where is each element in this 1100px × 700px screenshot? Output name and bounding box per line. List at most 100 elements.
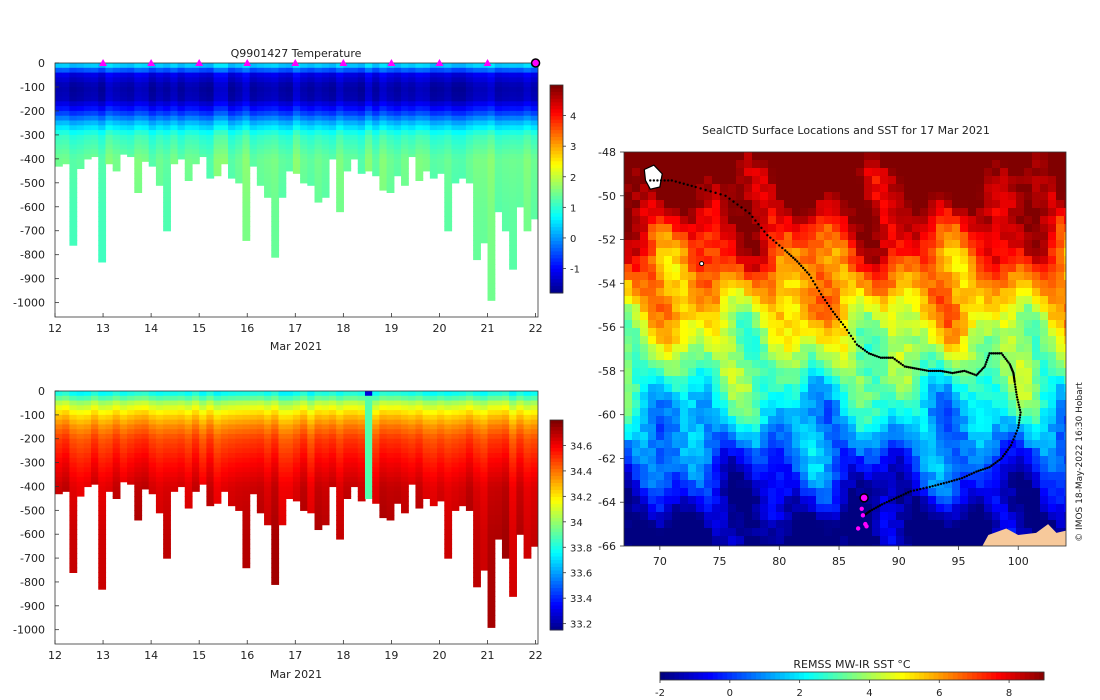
sst-cell [864,272,873,281]
section-cell [184,149,193,155]
section-cell [300,163,308,170]
sst-cell [736,200,745,209]
section-cell [444,414,453,421]
section-cell [105,134,114,141]
section-cell [177,443,186,449]
section-cell [451,410,460,416]
sst-cell [992,256,1001,265]
colorbar-cell [550,275,563,280]
sst-cell [896,152,905,161]
colorbar-cell [550,133,563,138]
sst-cell [792,176,801,185]
section-cell [55,163,63,167]
section-cell [249,467,258,473]
section-cell [321,410,330,416]
section-cell [242,173,251,179]
sst-cell [904,240,913,249]
sst-cell [1024,288,1033,297]
section-cell [357,72,366,78]
section-cell [523,500,532,507]
sst-cell [1064,240,1066,249]
sst-cell [872,248,881,257]
section-cell [379,130,388,136]
section-cell [321,187,330,193]
section-cell [228,433,236,440]
sst-cell [760,200,769,209]
sst-cell [664,304,673,313]
sst-cell [776,192,785,201]
section-cell [429,438,438,445]
section-cell [62,472,71,478]
sst-cell [728,216,737,225]
section-cell [530,395,538,402]
section-cell [473,134,481,141]
section-cell [105,82,114,88]
section-cell [501,211,510,217]
sst-cell [944,184,953,193]
sst-cell [712,176,721,185]
section-cell [501,433,510,440]
sst-cell [1048,200,1057,209]
sst-cell [1056,280,1065,289]
sst-cell [808,240,817,249]
sst-cell [912,288,921,297]
section-cell [357,106,366,112]
sst-cell [1040,208,1049,217]
section-cell [408,405,417,411]
sst-cell [712,216,721,225]
sst-cell [776,280,785,289]
section-cell [220,130,229,136]
section-cell [386,173,395,179]
section-cell [307,457,316,464]
section-cell [191,433,200,440]
section-cell [163,414,171,421]
section-cell [264,457,272,464]
sst-cell [896,216,905,225]
section-cell [415,149,424,155]
sst-cell [632,184,641,193]
section-cell [422,400,431,406]
section-cell [372,433,381,440]
section-cell [437,91,445,98]
section-cell [408,429,417,435]
section-cell [509,163,517,170]
section-cell [55,405,63,411]
section-cell [199,110,207,117]
section-cell [364,67,373,74]
section-cell [328,405,337,411]
section-cell [184,476,193,483]
section-cell [458,414,467,421]
sst-cell [880,160,889,169]
sst-cell [656,272,665,281]
x-tick-label: 22 [529,649,543,662]
section-cell [480,158,489,165]
section-cell [249,67,258,74]
sst-cell [848,224,857,233]
section-cell [509,462,517,468]
sst-cell [800,280,809,289]
section-cell [393,91,402,98]
section-cell [501,405,510,411]
section-cell [465,472,474,478]
section-cell [509,115,517,122]
sst-cell [736,312,745,321]
section-cell [451,154,460,160]
sst-cell [792,216,801,225]
colorbar-cell [550,227,563,232]
section-cell [206,77,215,83]
sst-cell [840,256,849,265]
colorbar-cell [550,525,563,529]
section-cell [119,91,128,98]
section-cell [292,457,301,464]
section-cell [451,505,460,511]
section-cell [487,591,496,597]
section-cell [501,515,510,521]
section-cell [451,144,460,150]
sst-cell [736,264,745,273]
section-cell [83,457,92,464]
colorbar-cell [550,553,563,557]
section-cell [480,225,489,232]
section-cell [487,481,496,488]
section-cell [357,115,366,122]
